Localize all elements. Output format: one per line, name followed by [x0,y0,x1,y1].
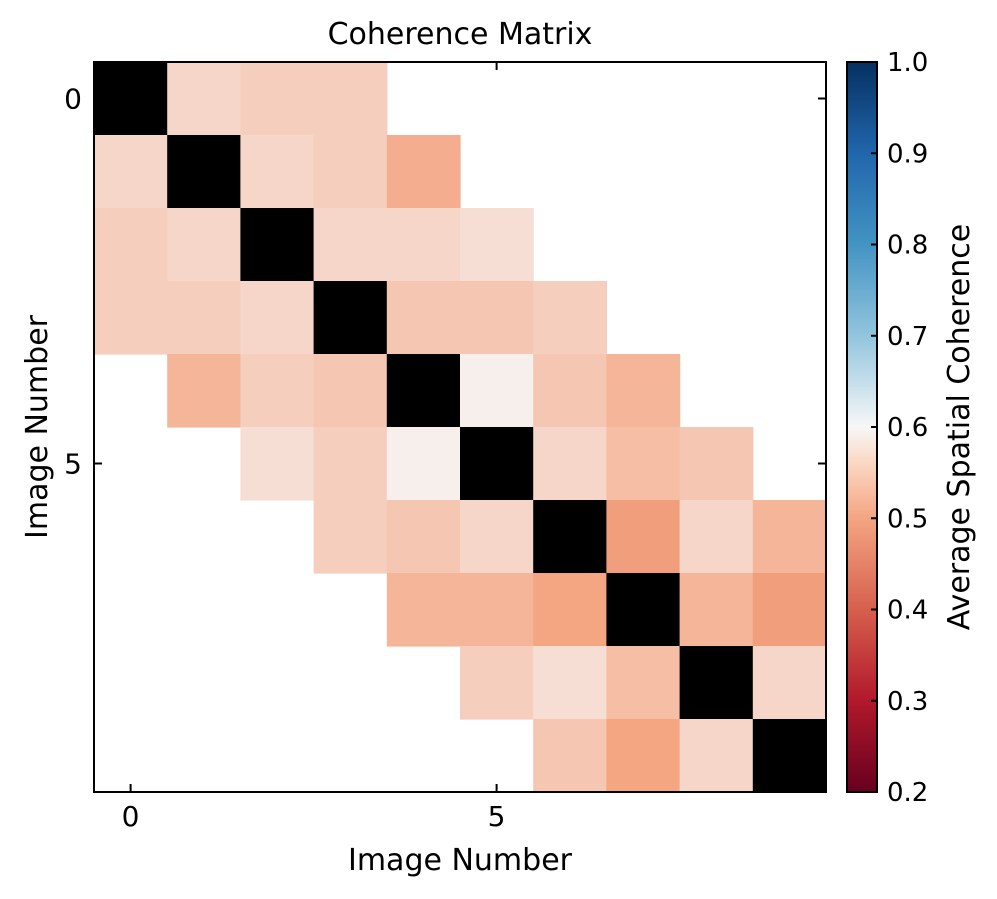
colorbar-tick-label: 0.3 [887,687,928,717]
diagonal-cell [679,646,754,720]
heatmap-cell [606,719,681,793]
diagonal-cell [386,354,461,428]
heatmap-cell [533,427,607,501]
colorbar-tick-label: 0.4 [887,596,928,626]
heatmap-cell [606,646,681,720]
heatmap-cell [240,281,315,355]
heatmap-cell [167,208,241,282]
heatmap-cell [460,354,534,428]
colorbar-tick-label: 0.9 [887,139,928,169]
heatmap-cell [313,135,388,209]
heatmap-cell [386,573,461,647]
heatmap-cell [386,281,461,355]
heatmap-cell [752,500,827,574]
heatmap-cell [313,427,388,501]
heatmap-cell [386,208,461,282]
heatmap-cell [313,208,388,282]
heatmap-cell [606,500,681,574]
heatmap-cell [752,646,827,720]
heatmap-cell [313,354,388,428]
heatmap-cell [167,281,241,355]
heatmap-cell [167,62,241,136]
heatmap-cells [94,62,827,793]
heatmap-cell [94,135,168,209]
heatmap-cell [533,719,607,793]
x-tick-label: 0 [122,800,140,833]
colorbar-tick-label: 0.5 [887,504,928,534]
heatmap-cell [313,500,388,574]
x-tick-label: 5 [488,800,506,833]
heatmap-cell [313,62,388,136]
heatmap-cell [460,500,534,574]
heatmap-cell [240,62,315,136]
diagonal-cell [460,427,534,501]
colorbar-tick-label: 0.6 [887,413,928,443]
heatmap-cell [240,427,315,501]
heatmap-cell [94,281,168,355]
heatmap-cell [606,354,681,428]
diagonal-cell [313,281,388,355]
y-axis-label: Image Number [20,314,55,539]
heatmap-cell [460,573,534,647]
colorbar-ticks: 1.0 0.9 0.8 0.7 0.6 0.5 0.4 0.3 0.2 [871,48,928,808]
heatmap-cell [167,354,241,428]
heatmap-cell [460,646,534,720]
y-tick-label: 5 [64,448,82,481]
colorbar-tick-label: 0.2 [887,778,928,808]
diagonal-cell [240,208,315,282]
colorbar-tick-label: 0.7 [887,322,928,352]
heatmap-cell [533,646,607,720]
diagonal-cell [606,573,681,647]
y-tick-label: 0 [64,83,82,116]
heatmap-cell [386,500,461,574]
heatmap-cell [606,427,681,501]
heatmap-cell [386,427,461,501]
heatmap-cell [679,500,754,574]
y-ticks: 05 [64,83,826,481]
diagonal-cell [167,135,241,209]
heatmap-cell [533,281,607,355]
x-axis-label: Image Number [348,843,573,878]
heatmap-cell [460,208,534,282]
heatmap-cell [460,281,534,355]
heatmap-cell [679,427,754,501]
diagonal-cell [752,719,827,793]
colorbar: 1.0 0.9 0.8 0.7 0.6 0.5 0.4 0.3 0.2 Average Spat… [846,48,977,808]
heatmap-cell [240,354,315,428]
plot-frame [93,61,827,793]
heatmap-cell [533,354,607,428]
heatmap-cell [94,208,168,282]
diagonal-cell [533,500,607,574]
chart-title: Coherence Matrix [328,17,593,52]
heatmap-cell [679,719,754,793]
heatmap-cell [679,573,754,647]
colorbar-label: Average Spatial Coherence [942,224,977,630]
diagonal-cell [94,62,168,136]
heatmap-cell [533,573,607,647]
heatmap-cell [752,573,827,647]
heatmap-cell [240,135,315,209]
heatmap-cell [386,135,461,209]
colorbar-tick-label: 1.0 [887,48,928,78]
colorbar-tick-label: 0.8 [887,231,928,261]
